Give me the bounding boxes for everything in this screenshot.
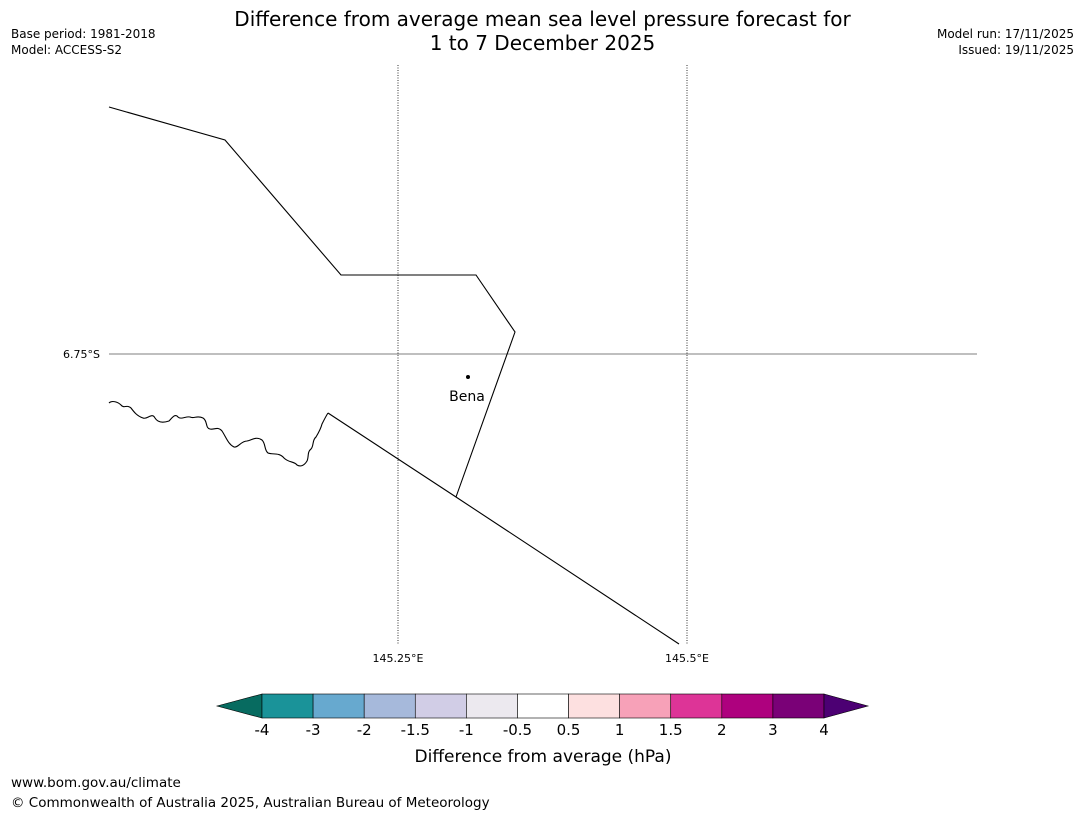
colorbar-bin [772, 693, 825, 719]
colorbar-bin [670, 693, 723, 719]
colorbar-tick-label: -3 [306, 721, 321, 739]
colorbar-bin [721, 693, 774, 719]
colorbar-tick-label: -2 [357, 721, 372, 739]
base-period: Base period: 1981-2018 [11, 27, 156, 41]
colorbar-tick-label: -4 [255, 721, 270, 739]
colorbar-bin [517, 693, 569, 719]
lon-label-145-25: 145.25°E [373, 652, 424, 665]
colorbar-tick-label: -0.5 [503, 721, 532, 739]
province-boundary [108, 106, 516, 498]
colorbar-tick-label: -1.5 [401, 721, 430, 739]
title-line-2: 1 to 7 December 2025 [429, 31, 656, 55]
model-name: Model: ACCESS-S2 [11, 43, 123, 57]
colorbar-tick-label: 4 [819, 721, 829, 739]
colorbar-bin [466, 693, 518, 719]
colorbar-bin [414, 693, 467, 719]
footer-url[interactable]: www.bom.gov.au/climate [11, 775, 181, 791]
colorbar-tick-label: 0.5 [557, 721, 581, 739]
colorbar-bin [312, 693, 365, 719]
meta-left: Base period: 1981-2018 Model: ACCESS-S2 [11, 26, 156, 58]
lon-label-145-5: 145.5°E [665, 652, 709, 665]
model-run: Model run: 17/11/2025 [936, 27, 1074, 41]
colorbar-tick-label: 1 [615, 721, 625, 739]
lat-label: 6.75°S [63, 348, 100, 361]
colorbar-tick-label: -1 [459, 721, 474, 739]
title-line-1: Difference from average mean sea level p… [234, 7, 851, 31]
colorbar-under-arrow [215, 693, 263, 719]
coastline [108, 400, 329, 467]
footer-copyright: © Commonwealth of Australia 2025, Austra… [11, 795, 490, 811]
meta-right: Model run: 17/11/2025 Issued: 19/11/2025 [937, 26, 1074, 58]
bena-label: Bena [449, 389, 485, 405]
bena-marker [466, 375, 470, 379]
colorbar-bin [619, 693, 672, 719]
colorbar: -4 -3 -2 -1.5 -1 -0.5 0.5 1 1.5 2 3 4 Difference fr… [215, 693, 870, 767]
colorbar-title: Difference from average (hPa) [415, 747, 672, 767]
colorbar-bin [261, 693, 314, 719]
colorbar-tick-label: 3 [768, 721, 778, 739]
colorbar-tick-label: 1.5 [659, 721, 683, 739]
issued-date: Issued: 19/11/2025 [958, 43, 1074, 57]
province-boundary-south [327, 412, 680, 645]
colorbar-bin [568, 693, 620, 719]
colorbar-tick-label: 2 [717, 721, 727, 739]
colorbar-bin [363, 693, 416, 719]
colorbar-over-arrow [823, 693, 870, 719]
chart-title: Difference from average mean sea level p… [0, 7, 1085, 55]
